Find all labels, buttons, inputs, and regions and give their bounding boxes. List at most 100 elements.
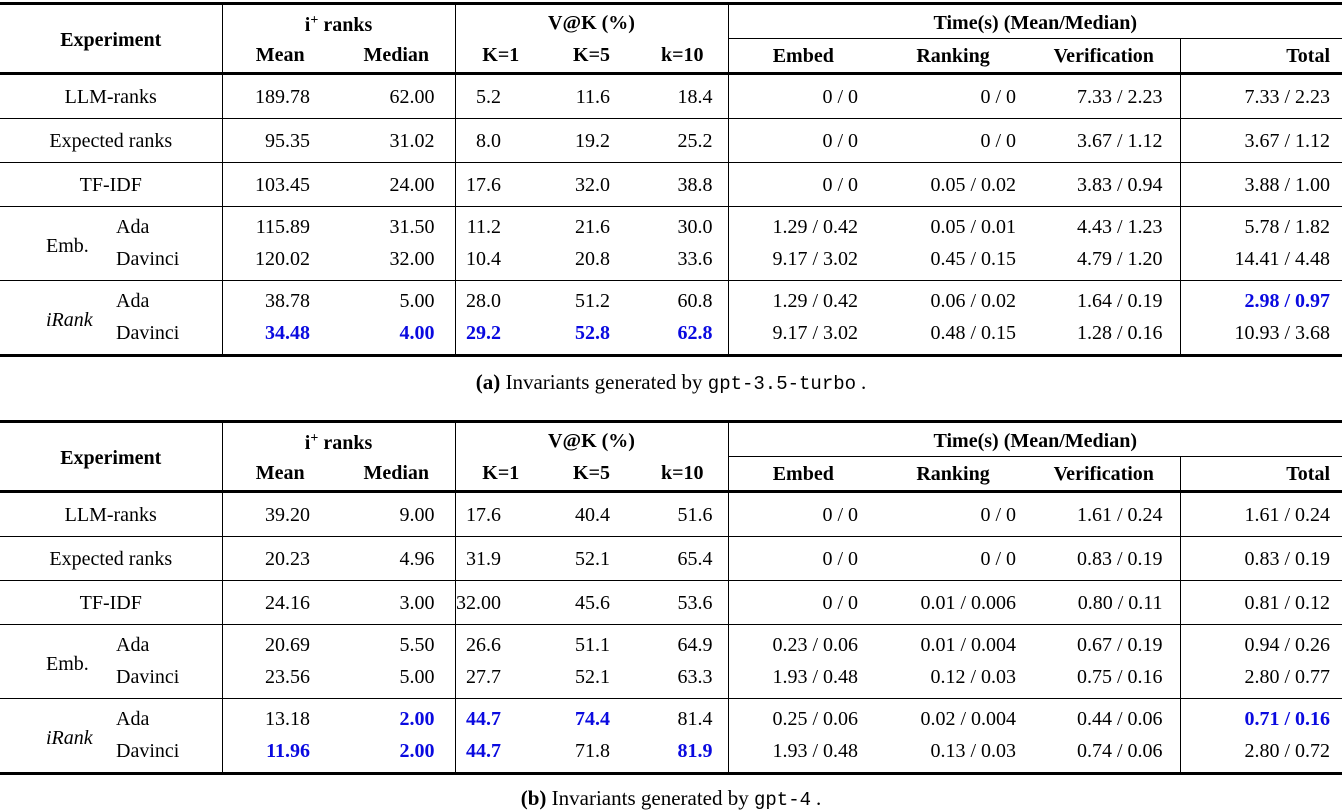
k1-cell: 32.00 bbox=[455, 580, 547, 625]
total-cell: 2.80 / 0.72 bbox=[1244, 740, 1331, 762]
total-cell: 7.33 / 2.23 bbox=[1180, 73, 1342, 119]
k1-cell: 26.6 bbox=[455, 624, 547, 661]
embed-cell: 9.17 / 3.02 bbox=[772, 322, 859, 344]
col-group-iplus-ranks: i+ ranks bbox=[222, 3, 456, 39]
col-header-verification: Verification bbox=[1028, 456, 1181, 493]
variant-label: Davinci bbox=[110, 243, 223, 281]
table-row: Emb. Ada 20.69 5.50 26.6 51.1 64.9 0.23 … bbox=[0, 624, 1342, 699]
verification-cell: 1.28 / 0.16 bbox=[1028, 317, 1181, 356]
verification-cell: 1.61 / 0.24 bbox=[1028, 491, 1181, 537]
median-cell-best: 2.00 bbox=[338, 698, 456, 735]
header-group-row: Experiment i+ ranks V@K (%) Time(s) (Mea… bbox=[0, 421, 1342, 493]
embed-cell: 1.93 / 0.48 bbox=[772, 740, 859, 762]
mean-cell-best: 11.96 bbox=[266, 740, 310, 762]
ranking-cell: 0.05 / 0.02 bbox=[878, 162, 1029, 207]
median-cell: 4.96 bbox=[338, 536, 456, 581]
table-row: TF-IDF 24.16 3.00 32.00 45.6 53.6 0 / 0 … bbox=[0, 580, 1342, 625]
col-header-median: Median bbox=[338, 38, 456, 75]
median-cell: 3.00 bbox=[338, 580, 456, 625]
experiment-label: LLM-ranks bbox=[0, 491, 223, 537]
k10-cell: 60.8 bbox=[637, 280, 729, 317]
group-label-emb: Emb. bbox=[0, 624, 110, 699]
col-header-total: Total bbox=[1180, 456, 1342, 493]
median-cell: 31.02 bbox=[338, 118, 456, 163]
col-header-experiment: Experiment bbox=[0, 421, 223, 493]
results-table-gpt35: Experiment i+ ranks V@K (%) Time(s) (Mea… bbox=[0, 2, 1342, 357]
embed-cell: 1.29 / 0.42 bbox=[728, 206, 879, 243]
k5-cell: 71.8 bbox=[575, 740, 611, 762]
table-row: Emb. Ada 115.89 31.50 11.2 21.6 30.0 1.2… bbox=[0, 206, 1342, 281]
caption-period: . bbox=[861, 370, 867, 394]
caption-model-name: gpt-3.5-turbo bbox=[707, 373, 857, 395]
k10-cell: 81.4 bbox=[637, 698, 729, 735]
table-row: Expected ranks 95.35 31.02 8.0 19.2 25.2… bbox=[0, 118, 1342, 163]
table-row: iRank Ada 13.18 2.00 44.7 74.4 81.4 0.25… bbox=[0, 698, 1342, 774]
k1-cell-best: 44.7 bbox=[466, 740, 502, 762]
col-header-k10: k=10 bbox=[637, 456, 729, 493]
experiment-label: TF-IDF bbox=[0, 580, 223, 625]
mean-cell: 120.02 bbox=[255, 248, 310, 270]
k10-cell: 33.6 bbox=[637, 243, 729, 281]
ranking-cell: 0.12 / 0.03 bbox=[930, 666, 1017, 688]
ranking-cell: 0.02 / 0.004 bbox=[878, 698, 1029, 735]
k5-cell: 32.0 bbox=[546, 162, 638, 207]
table-row: LLM-ranks 189.78 62.00 5.2 11.6 18.4 0 /… bbox=[0, 73, 1342, 119]
table-row: TF-IDF 103.45 24.00 17.6 32.0 38.8 0 / 0… bbox=[0, 162, 1342, 207]
mean-cell: 103.45 bbox=[222, 162, 338, 207]
embed-cell: 0.25 / 0.06 bbox=[728, 698, 879, 735]
k1-cell: 8.0 bbox=[455, 118, 547, 163]
mean-cell: 39.20 bbox=[222, 491, 338, 537]
total-cell: 10.93 / 3.68 bbox=[1234, 322, 1331, 344]
total-cell: 2.80 / 0.77 bbox=[1244, 666, 1331, 688]
k5-cell: 51.2 bbox=[546, 280, 638, 317]
median-cell: 5.50 bbox=[338, 624, 456, 661]
col-header-embed: Embed bbox=[728, 38, 879, 75]
col-header-mean: Mean bbox=[222, 38, 338, 75]
ranking-cell: 0.48 / 0.15 bbox=[930, 322, 1017, 344]
k10-cell: 25.2 bbox=[637, 118, 729, 163]
ranking-cell: 0.05 / 0.01 bbox=[878, 206, 1029, 243]
total-cell: 14.41 / 4.48 bbox=[1234, 248, 1331, 270]
verification-cell: 4.79 / 1.20 bbox=[1028, 243, 1181, 281]
ranking-cell: 0 / 0 bbox=[878, 491, 1029, 537]
k10-cell: 63.3 bbox=[637, 661, 729, 699]
embed-cell: 0 / 0 bbox=[728, 536, 879, 581]
verification-cell: 0.74 / 0.06 bbox=[1028, 735, 1181, 774]
mean-cell: 115.89 bbox=[222, 206, 338, 243]
k5-cell: 51.1 bbox=[546, 624, 638, 661]
mean-cell: 20.23 bbox=[222, 536, 338, 581]
embed-cell: 0.23 / 0.06 bbox=[728, 624, 879, 661]
variant-label: Ada bbox=[110, 624, 223, 661]
col-group-time: Time(s) (Mean/Median) bbox=[728, 3, 1342, 39]
median-cell: 5.00 bbox=[338, 280, 456, 317]
variant-label: Davinci bbox=[110, 661, 223, 699]
ranking-cell: 0.13 / 0.03 bbox=[930, 740, 1017, 762]
embed-cell: 0 / 0 bbox=[728, 118, 879, 163]
ranking-cell: 0 / 0 bbox=[878, 73, 1029, 119]
group-label-irank: iRank bbox=[0, 698, 110, 774]
total-cell: 0.83 / 0.19 bbox=[1180, 536, 1342, 581]
iplus-rest: ranks bbox=[318, 432, 373, 455]
caption-label: (a) bbox=[475, 370, 501, 394]
median-cell-best: 4.00 bbox=[338, 317, 456, 356]
group-label-irank: iRank bbox=[0, 280, 110, 356]
k10-cell: 38.8 bbox=[637, 162, 729, 207]
col-header-experiment: Experiment bbox=[0, 3, 223, 75]
col-header-k5: K=5 bbox=[546, 456, 638, 493]
mean-cell: 24.16 bbox=[222, 580, 338, 625]
k1-cell-best: 44.7 bbox=[455, 698, 547, 735]
variant-label: Davinci bbox=[110, 735, 223, 774]
experiment-label: Expected ranks bbox=[0, 118, 223, 163]
variant-label: Ada bbox=[110, 280, 223, 317]
k10-cell: 53.6 bbox=[637, 580, 729, 625]
k5-cell: 20.8 bbox=[575, 248, 611, 270]
header-group-row: Experiment i+ ranks V@K (%) Time(s) (Mea… bbox=[0, 3, 1342, 75]
group-label-emb: Emb. bbox=[0, 206, 110, 281]
k10-cell: 18.4 bbox=[637, 73, 729, 119]
ranking-cell: 0 / 0 bbox=[878, 118, 1029, 163]
k1-cell: 31.9 bbox=[455, 536, 547, 581]
table-row: Davinci 23.56 5.00 27.7 52.1 63.3 1.93 /… bbox=[0, 661, 1342, 699]
header-sub-row: Mean Median K=1 K=5 k=10 Embed Ranking V… bbox=[0, 38, 1342, 75]
total-cell: 0.81 / 0.12 bbox=[1180, 580, 1342, 625]
embed-cell: 0 / 0 bbox=[728, 162, 879, 207]
